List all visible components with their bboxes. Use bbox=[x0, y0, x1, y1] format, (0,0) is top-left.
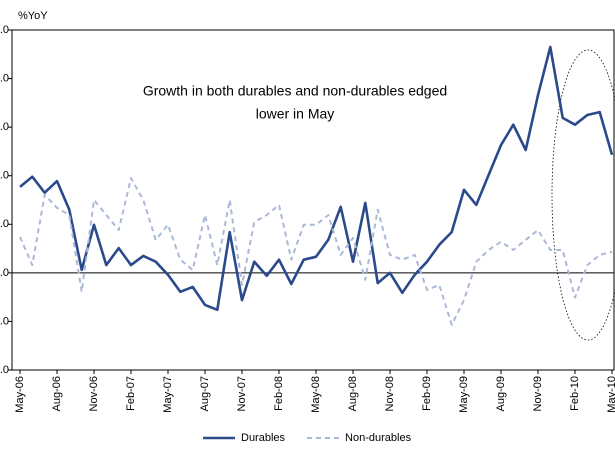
x-tick-label: Aug-08 bbox=[347, 376, 359, 411]
annotation: Growth in both durables and non-durables… bbox=[143, 83, 447, 99]
x-tick-label: May-08 bbox=[310, 376, 322, 413]
plot-frame bbox=[11, 29, 615, 371]
x-tick-label: May-09 bbox=[458, 376, 470, 413]
x-tick-label: May-06 bbox=[14, 376, 26, 413]
x-tick-label: Aug-06 bbox=[51, 376, 63, 411]
series-line bbox=[19, 45, 614, 312]
x-tick-label: Nov-09 bbox=[532, 376, 544, 411]
x-tick-label: Feb-08 bbox=[273, 376, 285, 411]
y-tick-label: -20.0 bbox=[0, 364, 9, 376]
y-tick-label: 10.0 bbox=[0, 218, 9, 230]
highlight-ellipse bbox=[551, 49, 615, 341]
x-tick-label: May-07 bbox=[162, 376, 174, 413]
legend-label: Durables bbox=[241, 432, 286, 444]
x-tick-label: Aug-07 bbox=[199, 376, 211, 411]
x-tick-label: Aug-09 bbox=[495, 376, 507, 411]
x-tick-label: Feb-10 bbox=[569, 376, 581, 411]
x-tick-label: May-10 bbox=[606, 376, 615, 413]
series-line bbox=[19, 177, 613, 326]
y-tick-label: 0.0 bbox=[0, 267, 9, 279]
y-tick-label: 30.0 bbox=[0, 121, 9, 133]
x-tick-label: Feb-09 bbox=[421, 376, 433, 411]
x-tick-label: Nov-08 bbox=[384, 376, 396, 411]
y-tick-label: 50.0 bbox=[0, 24, 9, 36]
legend-label: Non-durables bbox=[345, 432, 412, 444]
x-tick-label: Nov-07 bbox=[236, 376, 248, 411]
y-axis-label: %YoY bbox=[18, 10, 48, 22]
y-tick-label: 20.0 bbox=[0, 170, 9, 182]
y-tick-label: -10.0 bbox=[0, 315, 9, 327]
annotation: lower in May bbox=[256, 106, 335, 122]
x-tick-label: Feb-07 bbox=[125, 376, 137, 411]
y-tick-label: 40.0 bbox=[0, 72, 9, 84]
x-tick-label: Nov-06 bbox=[88, 376, 100, 411]
